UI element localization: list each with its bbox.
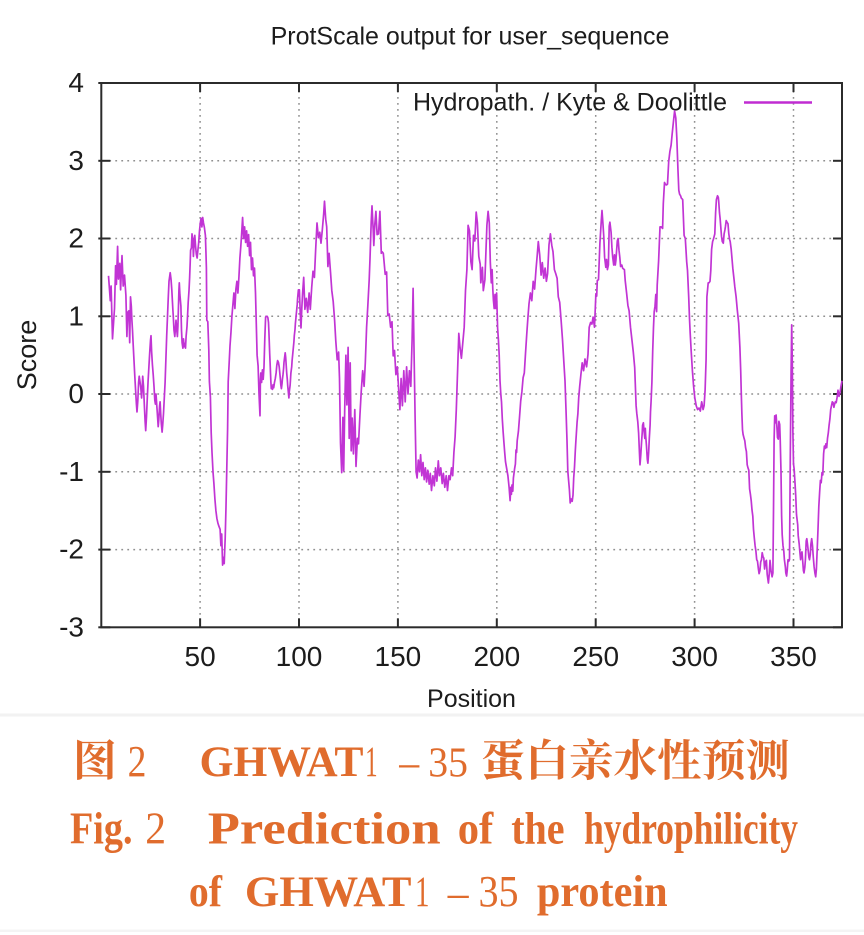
svg-text:1: 1 bbox=[68, 300, 84, 331]
svg-text:50: 50 bbox=[185, 641, 216, 672]
svg-text:4: 4 bbox=[68, 67, 84, 98]
svg-text:250: 250 bbox=[572, 641, 619, 672]
svg-text:35: 35 bbox=[428, 741, 468, 787]
svg-text:the: the bbox=[511, 803, 564, 854]
svg-text:Score: Score bbox=[12, 320, 42, 391]
svg-text:ProtScale output for user_sequ: ProtScale output for user_sequence bbox=[271, 23, 670, 51]
svg-text:2: 2 bbox=[145, 804, 166, 854]
svg-text:100: 100 bbox=[276, 641, 323, 672]
svg-text:2: 2 bbox=[68, 223, 84, 254]
svg-text:35: 35 bbox=[479, 867, 519, 916]
svg-text:1: 1 bbox=[415, 868, 430, 916]
svg-text:350: 350 bbox=[770, 641, 817, 672]
svg-text:Prediction: Prediction bbox=[208, 803, 441, 854]
svg-text:Hydropath. / Kyte & Doolittle: Hydropath. / Kyte & Doolittle bbox=[413, 89, 727, 117]
svg-text:-3: -3 bbox=[59, 611, 84, 642]
svg-text:1: 1 bbox=[365, 739, 378, 786]
svg-text:300: 300 bbox=[671, 641, 718, 672]
svg-text:-1: -1 bbox=[59, 456, 84, 487]
svg-text:200: 200 bbox=[473, 641, 520, 672]
svg-text:–: – bbox=[447, 869, 470, 918]
svg-text:-2: -2 bbox=[59, 534, 84, 565]
svg-text:2: 2 bbox=[128, 737, 147, 786]
svg-text:GHWAT: GHWAT bbox=[245, 868, 412, 916]
svg-text:GHWAT: GHWAT bbox=[200, 739, 364, 786]
svg-text:of: of bbox=[189, 867, 223, 916]
svg-text:hydrophilicity: hydrophilicity bbox=[584, 803, 798, 854]
svg-text:of: of bbox=[458, 803, 494, 854]
svg-text:150: 150 bbox=[375, 641, 422, 672]
svg-text:0: 0 bbox=[68, 378, 84, 409]
svg-text:protein: protein bbox=[537, 867, 668, 916]
svg-text:–: – bbox=[398, 738, 420, 787]
svg-text:Fig.: Fig. bbox=[70, 803, 133, 854]
svg-text:Position: Position bbox=[427, 685, 516, 713]
svg-text:3: 3 bbox=[68, 145, 84, 176]
